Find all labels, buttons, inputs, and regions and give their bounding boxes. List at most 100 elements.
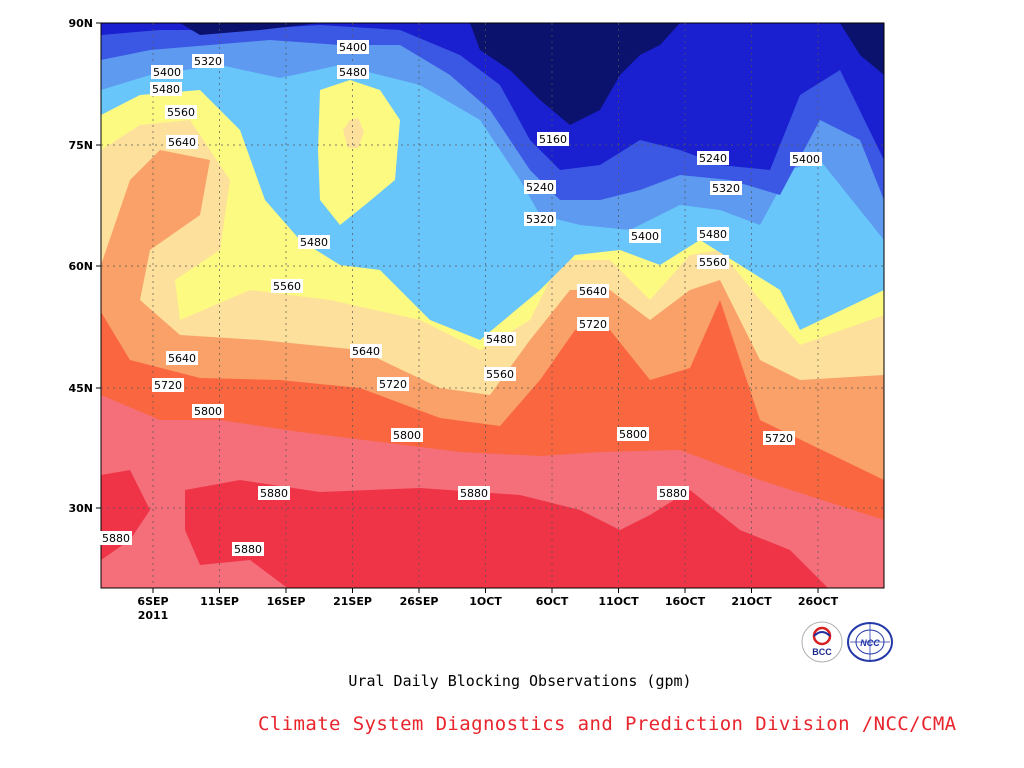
contour-label-text: 5400 [792, 153, 820, 166]
contour-label: 5480 [697, 227, 729, 241]
contour-label-bg [350, 344, 382, 358]
contour-label: 5400 [337, 40, 369, 54]
contour-label: 5640 [350, 344, 382, 358]
y-tick-label: 75N [68, 139, 93, 152]
contour-label-text: 5400 [153, 66, 181, 79]
contour-label: 5880 [100, 531, 132, 545]
contour-label-text: 5640 [168, 136, 196, 149]
contour-label-text: 5480 [152, 83, 180, 96]
credit-line: Climate System Diagnostics and Predictio… [258, 713, 957, 735]
contour-label-bg [524, 212, 556, 226]
bcc-logo-text: BCC [812, 647, 832, 657]
chart-subtitle: Ural Daily Blocking Observations (gpm) [348, 672, 692, 690]
x-tick-label: 6OCT [536, 595, 569, 608]
contour-label-text: 5320 [712, 182, 740, 195]
contour-label-bg [192, 54, 224, 68]
contour-label: 5240 [697, 151, 729, 165]
contour-label-bg [258, 486, 290, 500]
contour-label-bg [151, 65, 183, 79]
contour-label-text: 5880 [260, 487, 288, 500]
contour-label: 5880 [258, 486, 290, 500]
contour-label-bg [484, 367, 516, 381]
contour-label-text: 5560 [486, 368, 514, 381]
contour-label-bg [577, 284, 609, 298]
contour-label-text: 5320 [526, 213, 554, 226]
contour-label-text: 5640 [168, 352, 196, 365]
y-tick-label: 60N [68, 260, 93, 273]
contour-label-text: 5880 [234, 543, 262, 556]
contour-label-text: 5640 [579, 285, 607, 298]
contour-label-text: 5880 [659, 487, 687, 500]
contour-label-text: 5800 [619, 428, 647, 441]
contour-label: 5800 [192, 404, 224, 418]
contour-labels: 5320 5400 5400 5480 5480 5560 5640 5480 5560 5640… [100, 40, 822, 556]
y-axis-ticks: 90N 75N 60N 45N 30N [68, 17, 101, 515]
contour-label: 5480 [337, 65, 369, 79]
contour-label-bg [697, 255, 729, 269]
y-tick-label: 45N [68, 382, 93, 395]
grid-lines [101, 23, 884, 588]
contour-label-text: 5240 [699, 152, 727, 165]
contour-label: 5480 [150, 82, 182, 96]
contour-label-text: 5560 [699, 256, 727, 269]
contour-label-text: 5800 [393, 429, 421, 442]
contour-label-text: 5720 [379, 378, 407, 391]
contour-label: 5160 [537, 132, 569, 146]
contour-label-bg [763, 431, 795, 445]
band-5160-5240 [101, 23, 884, 170]
contour-label: 5880 [657, 486, 689, 500]
x-tick-label: 11OCT [598, 595, 639, 608]
bcc-logo: BCC [801, 621, 843, 663]
ncc-logo-text: NCC [860, 638, 880, 648]
x-tick-label: 26OCT [798, 595, 839, 608]
contour-fill-layer [101, 23, 884, 588]
x-axis-ticks: 6SEP 11SEP 16SEP 21SEP 26SEP 1OCT 6OCT 11OCT 16O… [137, 588, 839, 608]
contour-label: 5400 [629, 229, 661, 243]
contour-label-bg [166, 135, 198, 149]
contour-label: 5480 [484, 332, 516, 346]
contour-label-bg [657, 486, 689, 500]
contour-label-bg [697, 151, 729, 165]
contour-label-text: 5880 [460, 487, 488, 500]
contour-label-text: 5480 [339, 66, 367, 79]
ncc-logo: NCC [847, 622, 893, 662]
contour-label-text: 5480 [699, 228, 727, 241]
contour-label: 5880 [232, 542, 264, 556]
x-tick-label: 16SEP [267, 595, 306, 608]
contour-label-text: 5400 [339, 41, 367, 54]
contour-label: 5320 [710, 181, 742, 195]
contour-label-bg [337, 40, 369, 54]
contour-label-bg [524, 180, 556, 194]
contour-label: 5320 [524, 212, 556, 226]
x-tick-label: 16OCT [665, 595, 706, 608]
contour-label-text: 5240 [526, 181, 554, 194]
contour-label-text: 5400 [631, 230, 659, 243]
contour-label: 5800 [617, 427, 649, 441]
contour-label-bg [710, 181, 742, 195]
contour-label: 5400 [151, 65, 183, 79]
contour-label: 5720 [577, 317, 609, 331]
contour-label: 5880 [458, 486, 490, 500]
contour-label-bg [484, 332, 516, 346]
x-axis-year-note: 2011 [138, 609, 169, 622]
x-tick-label: 1OCT [469, 595, 502, 608]
contour-label: 5480 [298, 235, 330, 249]
contour-label-bg [298, 235, 330, 249]
x-tick-label: 21OCT [731, 595, 772, 608]
contour-label-bg [165, 105, 197, 119]
contour-label-bg [577, 317, 609, 331]
contour-label: 5640 [166, 351, 198, 365]
contour-label-bg [629, 229, 661, 243]
y-tick-label: 90N [68, 17, 93, 30]
x-tick-label: 26SEP [400, 595, 439, 608]
contour-label-text: 5480 [486, 333, 514, 346]
contour-label: 5720 [152, 378, 184, 392]
contour-label-bg [337, 65, 369, 79]
contour-label-text: 5880 [102, 532, 130, 545]
contour-label: 5640 [166, 135, 198, 149]
contour-label-bg [697, 227, 729, 241]
band-below-5160 [180, 23, 884, 125]
contour-label-text: 5720 [765, 432, 793, 445]
contour-label-text: 5720 [579, 318, 607, 331]
